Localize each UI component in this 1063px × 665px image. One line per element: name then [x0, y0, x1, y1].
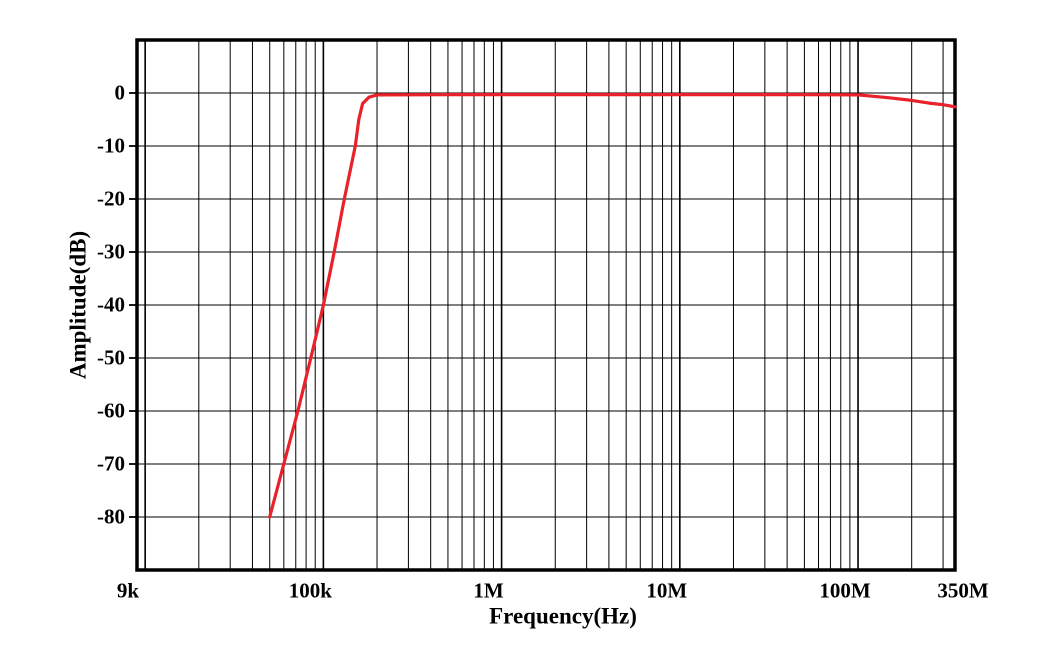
- y-tick-label: -60: [97, 398, 125, 423]
- y-tick-label: -40: [97, 292, 125, 317]
- y-tick-label: -10: [97, 133, 125, 158]
- y-tick-label: -30: [97, 239, 125, 264]
- y-tick-label: -50: [97, 345, 125, 370]
- x-tick-label: 100k: [288, 578, 332, 603]
- x-tick-label: 10M: [646, 578, 688, 603]
- y-tick-label: 0: [114, 80, 126, 105]
- y-tick-label: -80: [97, 504, 125, 529]
- x-tick-label: 1M: [473, 578, 504, 603]
- amplitude-response-curve: [268, 92, 957, 519]
- y-tick-label: -20: [97, 186, 125, 211]
- x-axis-title: Frequency(Hz): [489, 603, 637, 629]
- x-tick-label: 9k: [116, 578, 140, 603]
- y-tick-label: -70: [97, 451, 125, 476]
- y-axis-title: Amplitude(dB): [65, 230, 91, 380]
- plot-border: [135, 38, 957, 572]
- x-tick-label: 350M: [937, 578, 989, 603]
- x-tick-label: 100M: [819, 578, 871, 603]
